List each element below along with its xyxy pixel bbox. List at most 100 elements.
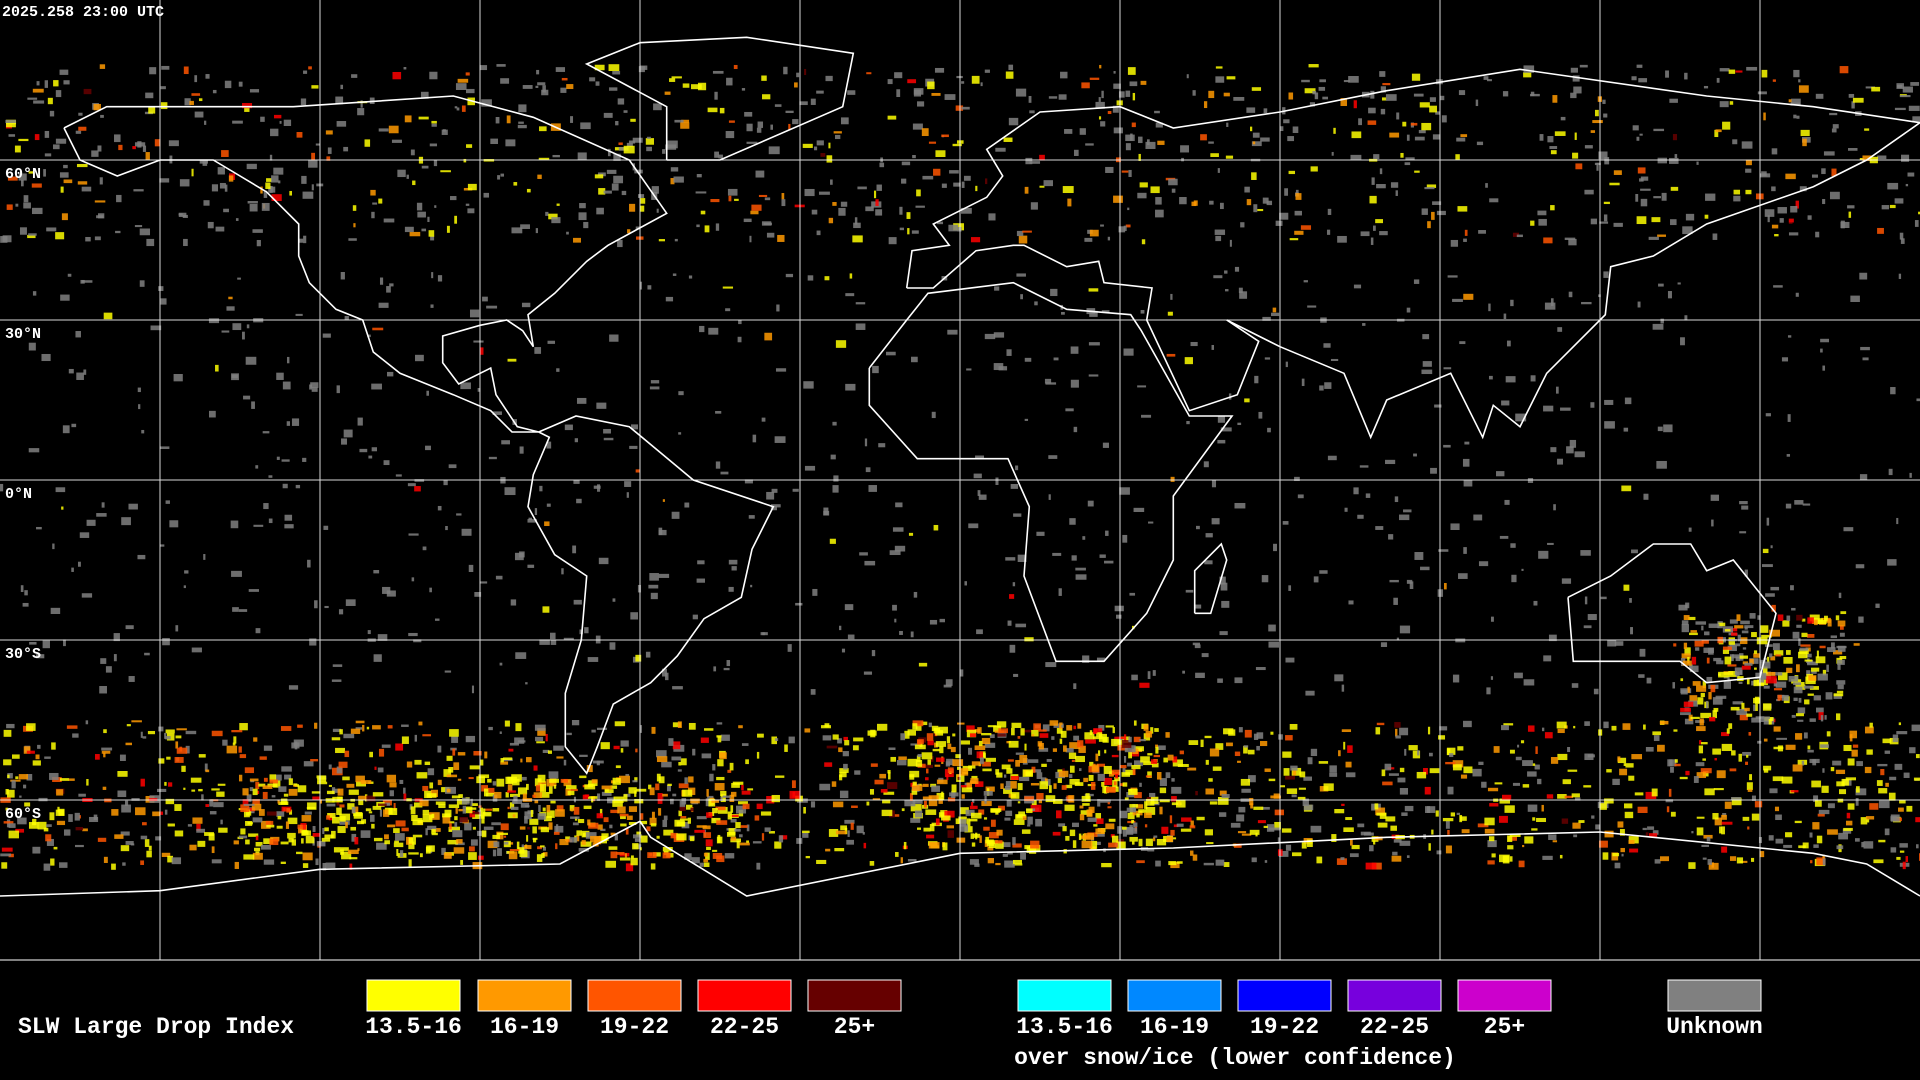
cloud-pixel — [1125, 143, 1131, 151]
cloud-pixel — [739, 842, 750, 846]
cloud-pixel — [548, 822, 553, 830]
cloud-pixel — [1131, 122, 1136, 128]
cloud-pixel — [480, 759, 484, 766]
cloud-pixel — [158, 758, 165, 764]
cloud-pixel — [728, 814, 739, 818]
cloud-pixel — [953, 182, 961, 187]
cloud-pixel — [1690, 630, 1697, 633]
cloud-pixel — [598, 188, 606, 195]
cloud-pixel — [1209, 748, 1220, 757]
cloud-pixel — [519, 850, 528, 858]
cloud-pixel — [521, 302, 531, 308]
cloud-pixel — [511, 774, 522, 782]
cloud-pixel — [269, 774, 277, 782]
cloud-pixel — [1827, 647, 1836, 653]
cloud-pixel — [938, 726, 948, 734]
cloud-pixel — [43, 827, 49, 832]
cloud-pixel — [343, 429, 353, 438]
cloud-pixel — [1450, 523, 1460, 531]
cloud-pixel — [1637, 301, 1641, 308]
cloud-pixel — [524, 811, 532, 820]
cloud-pixel — [1901, 154, 1910, 162]
cloud-pixel — [1742, 751, 1752, 756]
cloud-pixel — [700, 210, 706, 215]
cloud-pixel — [1653, 128, 1665, 132]
cloud-pixel — [367, 630, 371, 635]
cloud-pixel — [612, 799, 623, 807]
cloud-pixel — [538, 157, 550, 160]
cloud-pixel — [211, 788, 220, 791]
cloud-pixel — [1324, 382, 1332, 389]
cloud-pixel — [1025, 771, 1032, 776]
cloud-pixel — [1151, 759, 1158, 764]
cloud-pixel — [1215, 76, 1225, 83]
cloud-pixel — [928, 722, 932, 728]
cloud-pixel — [1696, 772, 1707, 779]
cloud-pixel — [1791, 714, 1796, 718]
cloud-pixel — [701, 753, 712, 759]
cloud-pixel — [1599, 221, 1609, 224]
cloud-pixel — [1736, 857, 1744, 864]
cloud-pixel — [1769, 629, 1781, 637]
cloud-pixel — [1484, 828, 1495, 834]
cloud-pixel — [103, 752, 106, 758]
cloud-pixel — [684, 853, 692, 860]
cloud-pixel — [987, 725, 997, 728]
cloud-pixel — [1024, 796, 1034, 801]
cloud-pixel — [189, 100, 194, 105]
cloud-pixel — [303, 761, 314, 767]
cloud-pixel — [1091, 781, 1096, 790]
cloud-pixel — [1653, 735, 1660, 742]
cloud-pixel — [1370, 90, 1375, 99]
cloud-pixel — [672, 686, 683, 690]
cloud-pixel — [1257, 820, 1266, 824]
cloud-pixel — [941, 134, 949, 138]
cloud-pixel — [1150, 186, 1160, 194]
cloud-pixel — [442, 129, 446, 132]
cloud-pixel — [293, 783, 298, 786]
cloud-pixel — [1815, 231, 1820, 238]
cloud-pixel — [505, 792, 509, 798]
cloud-pixel — [746, 141, 758, 144]
cloud-pixel — [1746, 66, 1758, 71]
cloud-pixel — [1629, 598, 1632, 603]
cloud-pixel — [47, 97, 53, 105]
cloud-pixel — [1435, 810, 1439, 817]
cloud-pixel — [1598, 294, 1601, 298]
cloud-pixel — [1660, 318, 1664, 324]
cloud-pixel — [1918, 211, 1920, 215]
cloud-pixel — [26, 750, 35, 754]
cloud-pixel — [1788, 218, 1794, 223]
cloud-pixel — [1093, 736, 1103, 740]
cloud-pixel — [609, 642, 616, 650]
cloud-pixel — [477, 855, 484, 860]
cloud-pixel — [184, 570, 189, 574]
cloud-pixel — [1772, 79, 1776, 82]
cloud-pixel — [1402, 121, 1407, 127]
cloud-pixel — [1145, 807, 1156, 815]
cloud-pixel — [1643, 493, 1649, 500]
cloud-pixel — [478, 774, 490, 779]
cloud-pixel — [1165, 772, 1171, 779]
cloud-pixel — [823, 507, 829, 516]
cloud-pixel — [573, 806, 580, 815]
cloud-pixel — [50, 607, 61, 614]
cloud-pixel — [1427, 221, 1431, 229]
cloud-pixel — [1331, 151, 1334, 156]
africa-coast — [868, 281, 1234, 663]
cloud-pixel — [198, 754, 206, 758]
cloud-pixel — [344, 316, 349, 321]
cloud-pixel — [699, 862, 704, 867]
cloud-pixel — [415, 354, 424, 362]
cloud-pixel — [1798, 85, 1809, 93]
cloud-pixel — [300, 823, 307, 830]
cloud-pixel — [1038, 747, 1049, 752]
cloud-pixel — [1132, 810, 1143, 816]
cloud-pixel — [1118, 226, 1126, 233]
cloud-pixel — [1670, 219, 1677, 226]
cloud-pixel — [650, 380, 660, 384]
cloud-pixel — [137, 554, 146, 560]
cloud-pixel — [949, 792, 959, 797]
cloud-pixel — [377, 634, 388, 641]
cloud-pixel — [564, 424, 573, 431]
